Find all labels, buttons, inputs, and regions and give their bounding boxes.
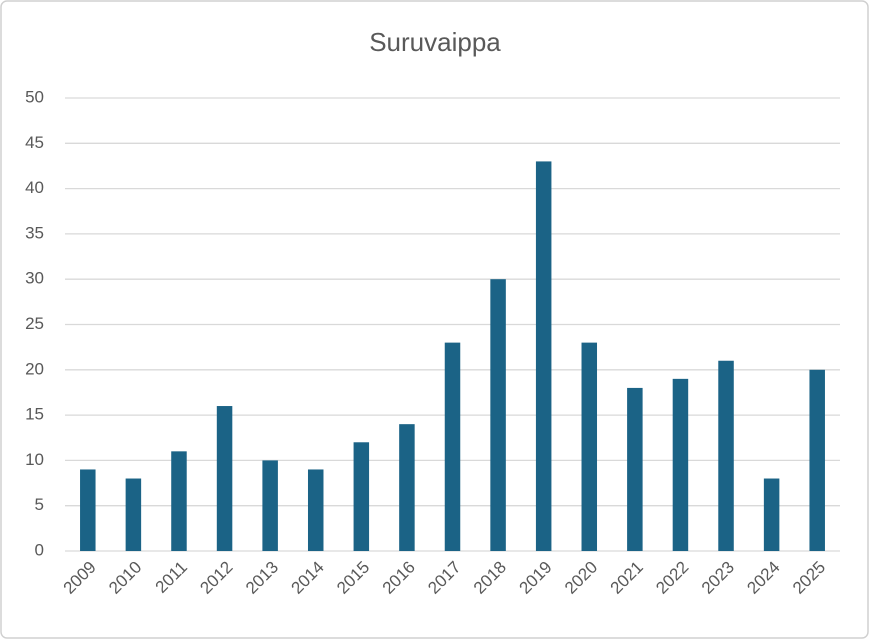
bar — [171, 451, 187, 551]
y-tick-label: 25 — [25, 314, 44, 333]
y-tick-label: 35 — [25, 223, 44, 242]
bar — [763, 478, 780, 551]
bar — [262, 460, 278, 551]
bar — [490, 279, 506, 551]
bar — [672, 378, 689, 551]
y-tick-label: 40 — [25, 178, 44, 197]
bar — [444, 342, 461, 551]
bar — [535, 161, 552, 552]
y-tick-label: 10 — [25, 450, 44, 469]
y-tick-label: 0 — [35, 540, 44, 559]
bar — [125, 478, 142, 551]
bar — [718, 360, 734, 551]
chart-title: Suruvaippa — [369, 27, 501, 57]
y-tick-label: 30 — [25, 269, 44, 288]
y-tick-label: 15 — [25, 405, 44, 424]
bar — [307, 469, 324, 551]
y-tick-label: 45 — [25, 133, 44, 152]
bar — [627, 387, 643, 551]
bar — [353, 442, 370, 551]
y-tick-label: 50 — [25, 87, 44, 106]
y-tick-label: 20 — [25, 359, 44, 378]
bar — [216, 406, 233, 551]
y-tick-label: 5 — [35, 495, 44, 514]
bar — [581, 342, 598, 551]
bar — [399, 424, 415, 551]
bar — [809, 369, 825, 551]
bar — [80, 469, 96, 551]
